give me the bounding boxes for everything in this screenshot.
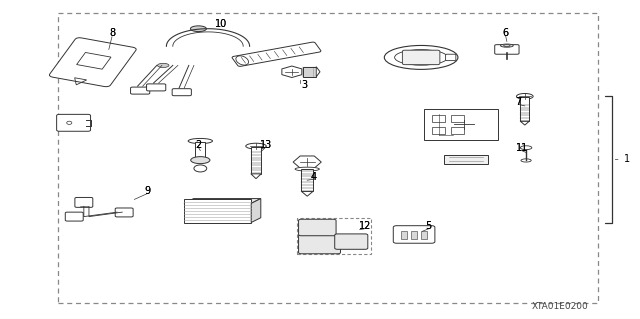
Bar [411, 231, 417, 239]
Polygon shape [293, 156, 321, 168]
FancyBboxPatch shape [393, 226, 435, 243]
Bar [401, 231, 408, 239]
Text: 11: 11 [515, 143, 528, 153]
Bar [58, 13, 598, 303]
FancyBboxPatch shape [65, 212, 83, 221]
Text: 5: 5 [426, 221, 432, 232]
FancyBboxPatch shape [403, 50, 440, 65]
Bar [301, 169, 313, 191]
Text: 2: 2 [195, 140, 202, 150]
Text: 4: 4 [310, 172, 317, 182]
FancyBboxPatch shape [495, 45, 519, 54]
Polygon shape [316, 67, 320, 77]
Text: 7: 7 [515, 97, 522, 107]
Polygon shape [252, 198, 261, 223]
Polygon shape [282, 66, 302, 78]
Text: 7: 7 [515, 97, 522, 107]
Bar [424, 109, 498, 140]
Ellipse shape [500, 44, 513, 47]
Ellipse shape [246, 143, 266, 149]
Text: 12: 12 [358, 221, 371, 232]
FancyBboxPatch shape [232, 42, 321, 66]
Text: 8: 8 [109, 28, 115, 39]
FancyBboxPatch shape [445, 54, 456, 61]
Text: 8: 8 [109, 28, 115, 39]
Ellipse shape [188, 138, 212, 144]
Text: 13: 13 [259, 140, 272, 150]
FancyBboxPatch shape [298, 235, 340, 254]
Polygon shape [251, 174, 261, 179]
FancyBboxPatch shape [57, 114, 91, 131]
Text: 3: 3 [301, 79, 307, 90]
FancyBboxPatch shape [115, 208, 133, 217]
Text: 6: 6 [502, 28, 509, 39]
Bar [433, 127, 445, 134]
Bar [433, 115, 445, 122]
Bar [420, 231, 427, 239]
Text: 4: 4 [310, 172, 317, 182]
Bar [184, 198, 252, 223]
Text: 11: 11 [515, 143, 528, 153]
Text: XTA01E0200: XTA01E0200 [532, 302, 589, 311]
Text: 1: 1 [624, 154, 630, 165]
Text: 13: 13 [259, 140, 272, 150]
Ellipse shape [191, 26, 206, 32]
Ellipse shape [295, 167, 319, 171]
Bar [77, 52, 111, 69]
Ellipse shape [191, 157, 210, 164]
FancyBboxPatch shape [172, 89, 191, 96]
FancyBboxPatch shape [75, 197, 93, 207]
Ellipse shape [521, 159, 531, 162]
Text: 9: 9 [144, 186, 150, 197]
Text: 10: 10 [214, 19, 227, 29]
FancyBboxPatch shape [131, 87, 150, 94]
FancyBboxPatch shape [49, 38, 136, 87]
Bar [520, 97, 529, 121]
Text: 12: 12 [358, 221, 371, 232]
Polygon shape [184, 198, 261, 204]
Bar [451, 127, 463, 134]
Text: 6: 6 [502, 28, 509, 39]
Ellipse shape [194, 165, 207, 172]
Ellipse shape [520, 146, 532, 150]
Bar [303, 67, 316, 77]
Bar [195, 142, 205, 160]
Text: 3: 3 [301, 79, 307, 90]
Text: 5: 5 [426, 221, 432, 232]
Text: 2: 2 [195, 140, 202, 150]
Text: 9: 9 [144, 186, 150, 197]
FancyBboxPatch shape [298, 219, 336, 236]
Ellipse shape [384, 46, 458, 70]
Bar [298, 218, 371, 255]
Text: 10: 10 [214, 19, 227, 29]
Bar [251, 147, 261, 174]
Polygon shape [301, 191, 313, 196]
Ellipse shape [516, 93, 533, 99]
Ellipse shape [157, 63, 169, 67]
Bar [451, 115, 463, 122]
Bar [444, 155, 488, 164]
FancyBboxPatch shape [335, 234, 368, 249]
Polygon shape [520, 121, 529, 125]
FancyBboxPatch shape [147, 84, 166, 91]
